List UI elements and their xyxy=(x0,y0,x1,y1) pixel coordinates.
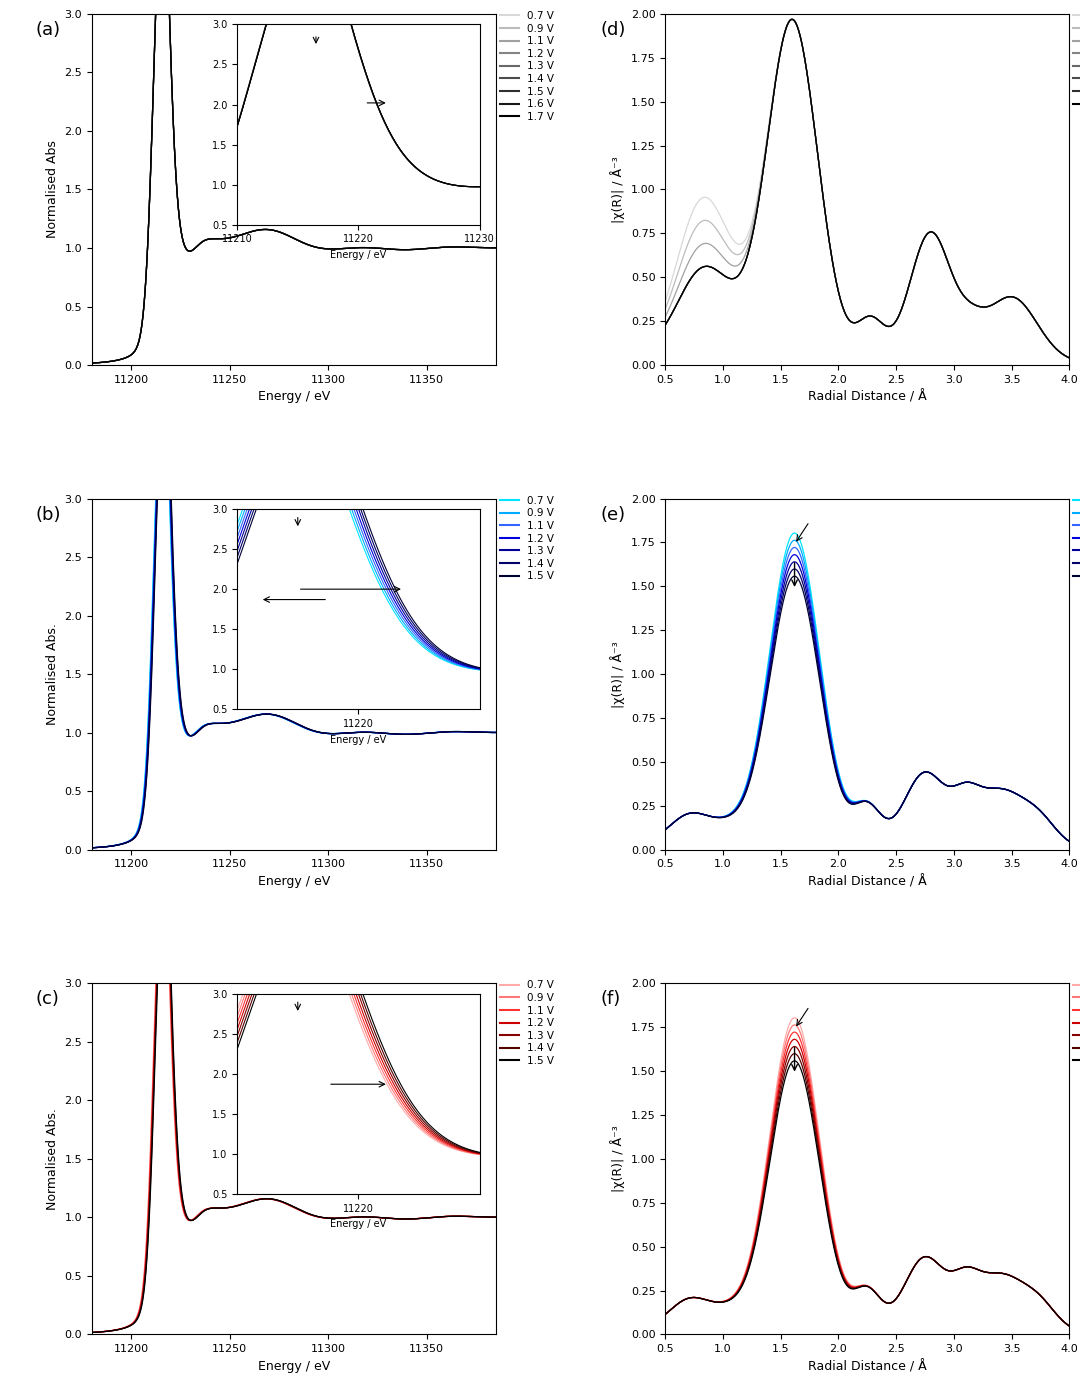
Text: (e): (e) xyxy=(600,506,625,524)
X-axis label: Radial Distance / Å: Radial Distance / Å xyxy=(808,876,927,888)
Text: (f): (f) xyxy=(600,990,621,1008)
X-axis label: Radial Distance / Å: Radial Distance / Å xyxy=(808,391,927,404)
Text: (d): (d) xyxy=(600,21,626,39)
Text: (a): (a) xyxy=(36,21,60,39)
Text: (b): (b) xyxy=(36,506,60,524)
Y-axis label: |χ(R)| / Å⁻³: |χ(R)| / Å⁻³ xyxy=(610,641,625,708)
Y-axis label: Normalised Abs.: Normalised Abs. xyxy=(45,623,58,726)
X-axis label: Energy / eV: Energy / eV xyxy=(258,391,329,403)
Text: (c): (c) xyxy=(36,990,59,1008)
Y-axis label: |χ(R)| / Å⁻³: |χ(R)| / Å⁻³ xyxy=(610,1126,625,1193)
X-axis label: Energy / eV: Energy / eV xyxy=(258,876,329,888)
Y-axis label: Normalised Abs.: Normalised Abs. xyxy=(45,1108,58,1209)
Legend: 0.7 V, 0.9 V, 1.1 V, 1.2 V, 1.3 V, 1.4 V, 1.5 V: 0.7 V, 0.9 V, 1.1 V, 1.2 V, 1.3 V, 1.4 V… xyxy=(1069,492,1080,585)
Legend: 0.7 V, 0.9 V, 1.1 V, 1.2 V, 1.3 V, 1.4 V, 1.5 V: 0.7 V, 0.9 V, 1.1 V, 1.2 V, 1.3 V, 1.4 V… xyxy=(496,976,558,1070)
Legend: 0.7 V, 0.9 V, 1.1 V, 1.2 V, 1.3 V, 1.4 V, 1.6 V, 1.7 V: 0.7 V, 0.9 V, 1.1 V, 1.2 V, 1.3 V, 1.4 V… xyxy=(1069,7,1080,114)
Y-axis label: |χ(R)| / Å⁻³: |χ(R)| / Å⁻³ xyxy=(610,156,625,222)
Y-axis label: Normalised Abs: Normalised Abs xyxy=(45,140,58,239)
X-axis label: Radial Distance / Å: Radial Distance / Å xyxy=(808,1359,927,1373)
Legend: 0.7 V, 0.9 V, 1.1 V, 1.2 V, 1.3 V, 1.4 V, 1.5 V, 1.6 V, 1.7 V: 0.7 V, 0.9 V, 1.1 V, 1.2 V, 1.3 V, 1.4 V… xyxy=(496,7,558,126)
X-axis label: Energy / eV: Energy / eV xyxy=(258,1359,329,1373)
Legend: 0.7 V, 0.9 V, 1.1 V, 1.2 V, 1.3 V, 1.4 V, 1.5 V: 0.7 V, 0.9 V, 1.1 V, 1.2 V, 1.3 V, 1.4 V… xyxy=(1069,976,1080,1070)
Legend: 0.7 V, 0.9 V, 1.1 V, 1.2 V, 1.3 V, 1.4 V, 1.5 V: 0.7 V, 0.9 V, 1.1 V, 1.2 V, 1.3 V, 1.4 V… xyxy=(496,492,558,585)
